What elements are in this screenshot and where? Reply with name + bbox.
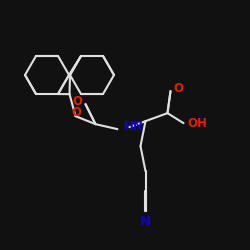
Text: O: O [72, 95, 83, 108]
Text: N: N [140, 215, 151, 228]
Text: O: O [174, 82, 184, 95]
Text: O: O [72, 106, 82, 119]
Text: HN: HN [124, 120, 144, 133]
Text: OH: OH [188, 117, 208, 130]
